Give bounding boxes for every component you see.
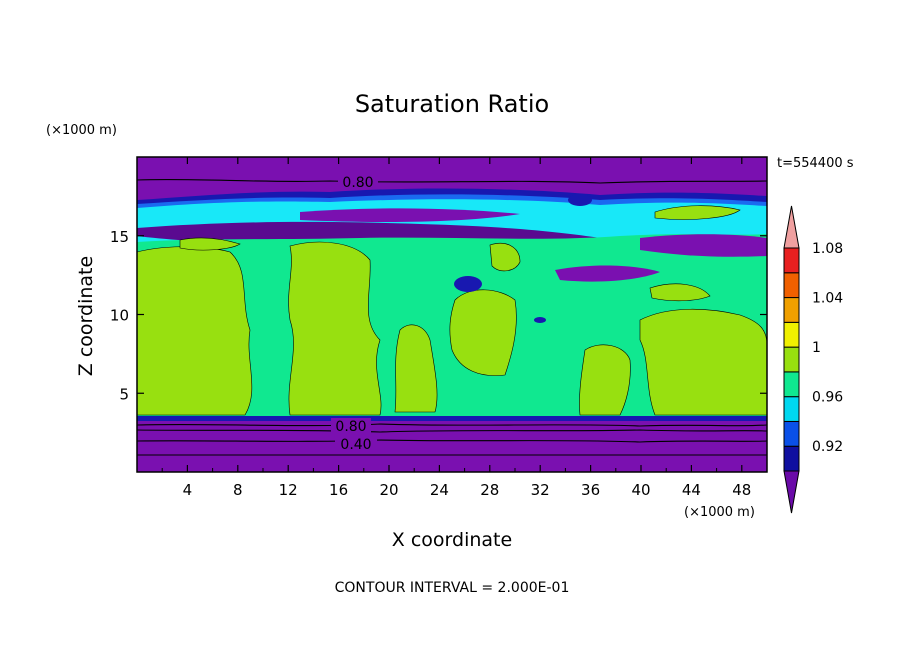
contour-label-text: 0.40 [340, 437, 371, 453]
purple-wisp-right [555, 265, 660, 282]
x-tick-label: 28 [480, 481, 499, 499]
band-lower-blue [137, 416, 767, 421]
colorbar-swatch [783, 346, 800, 373]
colorbar-swatch [783, 321, 800, 348]
y-tick-label: 10 [110, 307, 129, 325]
x-tick-label: 48 [732, 481, 751, 499]
contour-lines [137, 178, 767, 456]
colorbar-swatch [783, 420, 800, 447]
colorbar-swatch [783, 445, 800, 472]
x-tick-label: 12 [279, 481, 298, 499]
x-tick-label: 24 [430, 481, 449, 499]
colorbar-swatch [783, 396, 800, 422]
x-axis-title: X coordinate [392, 529, 512, 551]
colorbar-tick-label: 0.92 [812, 439, 843, 455]
y-axis-ticks: 5 10 15 [110, 228, 767, 403]
colorbar-swatch [783, 297, 800, 323]
band-lower-purple [137, 421, 767, 472]
x-tick-label: 36 [581, 481, 600, 499]
y-tick-label: 5 [119, 385, 129, 403]
lime-cloud-cells [137, 205, 767, 416]
colorbar: 0.92 0.96 1 1.04 1.08 [783, 205, 843, 514]
colorbar-under-triangle [783, 470, 800, 514]
x-tick-label: 4 [183, 481, 193, 499]
dark-patches [454, 194, 592, 323]
x-tick-label: 16 [329, 481, 348, 499]
contour-label-080-top: 0.80 [338, 173, 378, 191]
contour-label-text: 0.80 [342, 175, 373, 191]
x-axis-ticks: 4 8 12 16 20 24 28 32 36 40 44 48 [161, 157, 751, 499]
chart-title: Saturation Ratio [355, 90, 549, 118]
x-tick-label: 20 [379, 481, 398, 499]
x-tick-label: 32 [531, 481, 550, 499]
x-unit-label: (×1000 m) [684, 505, 755, 520]
y-tick-label: 15 [110, 228, 129, 246]
y-axis-title: Z coordinate [75, 256, 97, 376]
colorbar-swatch [783, 247, 800, 274]
purple-wisp-far-right [640, 234, 767, 257]
x-tick-label: 44 [682, 481, 701, 499]
x-tick-label: 40 [631, 481, 650, 499]
colorbar-over-triangle [783, 205, 800, 249]
contour-interval-text: CONTOUR INTERVAL = 2.000E-01 [335, 580, 570, 596]
contour-label-040: 0.40 [335, 436, 377, 453]
contour-label-080-bottom: 0.80 [331, 418, 371, 435]
colorbar-tick-label: 1.08 [812, 241, 843, 257]
time-label: t=554400 s [777, 156, 854, 171]
colorbar-swatch [783, 371, 800, 398]
colorbar-tick-label: 1.04 [812, 291, 843, 307]
z-unit-label: (×1000 m) [46, 123, 117, 138]
band-purple-ribbon [300, 208, 520, 222]
x-tick-label: 8 [233, 481, 243, 499]
contour-label-text: 0.80 [335, 419, 366, 435]
colorbar-tick-label: 0.96 [812, 390, 843, 406]
contour-field [137, 157, 767, 472]
colorbar-swatch [783, 272, 800, 299]
colorbar-tick-label: 1 [812, 340, 821, 356]
